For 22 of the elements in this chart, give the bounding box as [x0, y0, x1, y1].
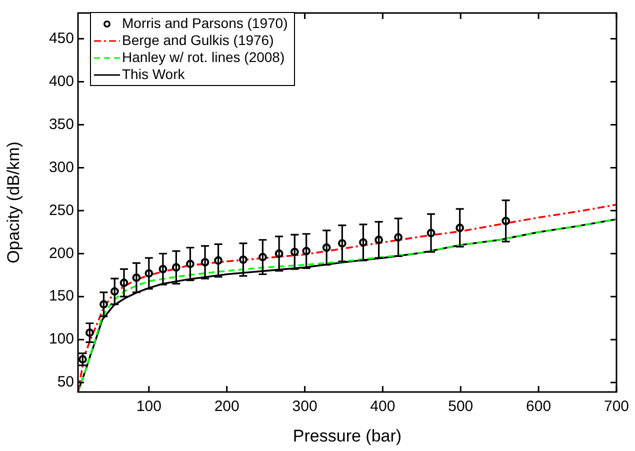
x-tick-label: 100 — [136, 398, 162, 416]
y-tick-label: 100 — [48, 330, 74, 348]
y-tick-label: 200 — [48, 244, 74, 262]
x-axis-title: Pressure (bar) — [292, 426, 402, 446]
legend-label: Hanley w/ rot. lines (2008) — [122, 49, 285, 66]
y-tick-label: 300 — [48, 158, 74, 176]
legend-label: Morris and Parsons (1970) — [122, 15, 288, 32]
y-tick-label: 50 — [57, 374, 74, 391]
x-tick-label: 500 — [448, 398, 474, 416]
y-tick-label: 350 — [48, 116, 74, 133]
x-tick-label: 700 — [604, 398, 629, 416]
legend-label: Berge and Gulkis (1976) — [122, 32, 274, 49]
x-tick-label: 200 — [214, 398, 240, 416]
y-tick-label: 400 — [48, 72, 74, 90]
y-tick-label: 150 — [48, 288, 74, 305]
y-axis-title: Opacity (dB/km) — [4, 142, 23, 264]
y-tick-label: 250 — [48, 202, 74, 219]
x-tick-label: 600 — [526, 398, 552, 416]
y-tick-label: 450 — [48, 30, 74, 47]
legend-label: This Work — [122, 66, 185, 83]
x-tick-label: 400 — [370, 398, 396, 416]
x-tick-label: 300 — [292, 398, 318, 416]
